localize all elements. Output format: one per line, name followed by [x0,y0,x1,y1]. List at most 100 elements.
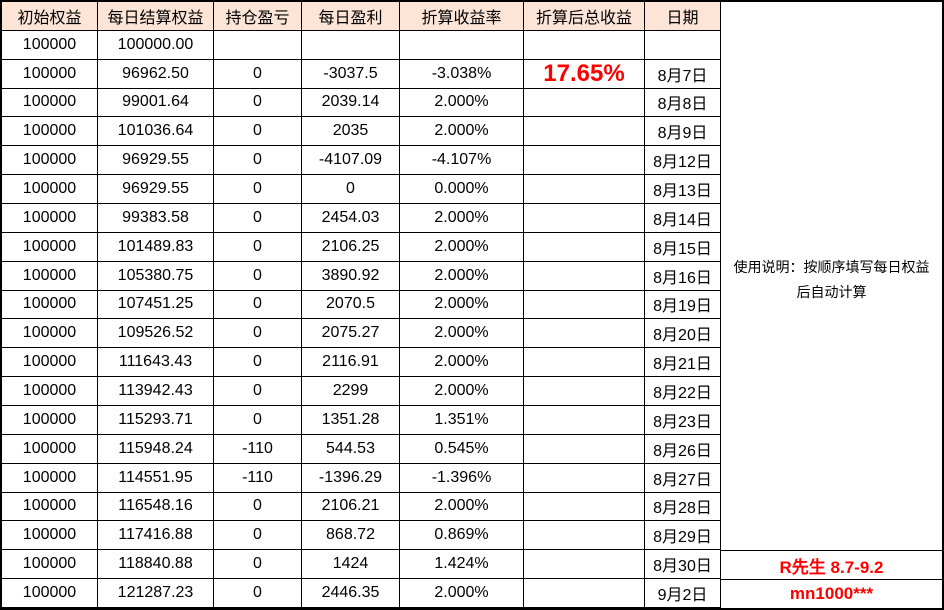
table-cell-r12-c3[interactable]: 2299 [302,377,400,406]
table-cell-r5-c1[interactable]: 96929.55 [98,175,214,204]
table-cell-r14-c0[interactable]: 100000 [2,434,98,464]
table-cell-r0-c6[interactable] [645,30,721,60]
table-cell-r4-c4[interactable]: -4.107% [400,146,524,176]
table-cell-r19-c5[interactable] [524,579,645,608]
table-cell-r11-c4[interactable]: 2.000% [400,348,524,378]
table-cell-r10-c2[interactable]: 0 [214,319,302,349]
table-cell-r10-c0[interactable]: 100000 [2,319,98,349]
table-cell-r17-c2[interactable]: 0 [214,521,302,551]
table-cell-r13-c5[interactable] [524,406,645,435]
table-cell-r18-c6[interactable]: 8月30日 [645,550,721,580]
table-cell-r6-c4[interactable]: 2.000% [400,204,524,233]
table-cell-r11-c1[interactable]: 111643.43 [98,348,214,378]
column-header-6[interactable]: 日期 [645,2,721,31]
table-cell-r7-c6[interactable]: 8月15日 [645,232,721,262]
table-cell-r8-c3[interactable]: 3890.92 [302,261,400,291]
table-cell-r9-c5[interactable] [524,290,645,320]
table-cell-r3-c6[interactable]: 8月9日 [645,117,721,147]
table-cell-r16-c3[interactable]: 2106.21 [302,492,400,522]
table-cell-r9-c2[interactable]: 0 [214,290,302,320]
table-cell-r16-c4[interactable]: 2.000% [400,492,524,522]
table-cell-r1-c6[interactable]: 8月7日 [645,59,721,89]
table-cell-r18-c4[interactable]: 1.424% [400,550,524,580]
table-cell-r15-c4[interactable]: -1.396% [400,463,524,493]
table-cell-r0-c1[interactable]: 100000.00 [98,30,214,60]
table-cell-r6-c3[interactable]: 2454.03 [302,204,400,233]
table-cell-r18-c1[interactable]: 118840.88 [98,550,214,580]
table-cell-r9-c4[interactable]: 2.000% [400,290,524,320]
table-cell-r16-c0[interactable]: 100000 [2,492,98,522]
table-cell-r19-c1[interactable]: 121287.23 [98,579,214,608]
table-cell-r1-c4[interactable]: -3.038% [400,59,524,89]
table-cell-r6-c1[interactable]: 99383.58 [98,204,214,233]
table-cell-r10-c4[interactable]: 2.000% [400,319,524,349]
table-cell-r11-c3[interactable]: 2116.91 [302,348,400,378]
table-cell-r17-c3[interactable]: 868.72 [302,521,400,551]
table-cell-r7-c0[interactable]: 100000 [2,232,98,262]
table-cell-r1-c2[interactable]: 0 [214,59,302,89]
table-cell-r5-c0[interactable]: 100000 [2,175,98,204]
table-cell-r8-c5[interactable] [524,261,645,291]
table-cell-r3-c0[interactable]: 100000 [2,117,98,147]
table-cell-r7-c1[interactable]: 101489.83 [98,232,214,262]
table-cell-r17-c1[interactable]: 117416.88 [98,521,214,551]
table-cell-r11-c6[interactable]: 8月21日 [645,348,721,378]
table-cell-r19-c2[interactable]: 0 [214,579,302,608]
table-cell-r17-c6[interactable]: 8月29日 [645,521,721,551]
table-cell-r16-c6[interactable]: 8月28日 [645,492,721,522]
table-cell-r14-c3[interactable]: 544.53 [302,434,400,464]
table-cell-r4-c2[interactable]: 0 [214,146,302,176]
table-cell-r3-c5[interactable] [524,117,645,147]
table-cell-r12-c6[interactable]: 8月22日 [645,377,721,406]
table-cell-r9-c0[interactable]: 100000 [2,290,98,320]
table-cell-r14-c2[interactable]: -110 [214,434,302,464]
table-cell-r16-c5[interactable] [524,492,645,522]
column-header-3[interactable]: 每日盈利 [302,2,400,31]
table-cell-r0-c3[interactable] [302,30,400,60]
table-cell-r8-c6[interactable]: 8月16日 [645,261,721,291]
table-cell-r19-c3[interactable]: 2446.35 [302,579,400,608]
column-header-1[interactable]: 每日结算权益 [98,2,214,31]
table-cell-r3-c2[interactable]: 0 [214,117,302,147]
table-cell-r14-c4[interactable]: 0.545% [400,434,524,464]
table-cell-r17-c5[interactable] [524,521,645,551]
table-cell-r2-c0[interactable]: 100000 [2,88,98,118]
table-cell-r9-c3[interactable]: 2070.5 [302,290,400,320]
table-cell-r12-c5[interactable] [524,377,645,406]
table-cell-r6-c5[interactable] [524,204,645,233]
table-cell-r5-c3[interactable]: 0 [302,175,400,204]
table-cell-r12-c2[interactable]: 0 [214,377,302,406]
table-cell-r18-c2[interactable]: 0 [214,550,302,580]
table-cell-r3-c3[interactable]: 2035 [302,117,400,147]
table-cell-r8-c2[interactable]: 0 [214,261,302,291]
table-cell-r13-c6[interactable]: 8月23日 [645,406,721,435]
table-cell-r2-c5[interactable] [524,88,645,118]
table-cell-r2-c3[interactable]: 2039.14 [302,88,400,118]
table-cell-r18-c5[interactable] [524,550,645,580]
table-cell-r8-c4[interactable]: 2.000% [400,261,524,291]
table-cell-r15-c5[interactable] [524,463,645,493]
column-header-2[interactable]: 持仓盈亏 [214,2,302,31]
table-cell-r12-c1[interactable]: 113942.43 [98,377,214,406]
table-cell-r6-c0[interactable]: 100000 [2,204,98,233]
table-cell-r13-c0[interactable]: 100000 [2,406,98,435]
table-cell-r10-c3[interactable]: 2075.27 [302,319,400,349]
table-cell-r4-c6[interactable]: 8月12日 [645,146,721,176]
column-header-5[interactable]: 折算后总收益 [524,2,645,31]
table-cell-r0-c2[interactable] [214,30,302,60]
table-cell-r4-c5[interactable] [524,146,645,176]
table-cell-r15-c0[interactable]: 100000 [2,463,98,493]
table-cell-r16-c2[interactable]: 0 [214,492,302,522]
table-cell-r1-c5[interactable]: 17.65% [524,59,645,89]
table-cell-r10-c1[interactable]: 109526.52 [98,319,214,349]
column-header-0[interactable]: 初始权益 [2,2,98,31]
table-cell-r15-c3[interactable]: -1396.29 [302,463,400,493]
table-cell-r9-c1[interactable]: 107451.25 [98,290,214,320]
table-cell-r11-c0[interactable]: 100000 [2,348,98,378]
table-cell-r6-c2[interactable]: 0 [214,204,302,233]
table-cell-r18-c3[interactable]: 1424 [302,550,400,580]
table-cell-r1-c3[interactable]: -3037.5 [302,59,400,89]
table-cell-r2-c6[interactable]: 8月8日 [645,88,721,118]
table-cell-r7-c3[interactable]: 2106.25 [302,232,400,262]
table-cell-r0-c5[interactable] [524,30,645,60]
